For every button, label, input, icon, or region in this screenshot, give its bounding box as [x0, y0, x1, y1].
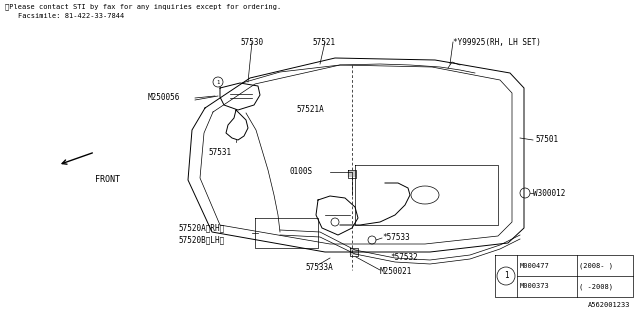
- Text: 0100S: 0100S: [290, 167, 313, 177]
- Text: 1: 1: [504, 271, 508, 281]
- Text: ( -2008): ( -2008): [579, 283, 613, 290]
- Text: W300012: W300012: [533, 188, 565, 197]
- Text: 57530: 57530: [241, 38, 264, 47]
- Text: 1: 1: [216, 79, 220, 84]
- Text: ※Please contact STI by fax for any inquiries except for ordering.: ※Please contact STI by fax for any inqui…: [5, 3, 281, 10]
- Text: 57531: 57531: [209, 148, 232, 157]
- Text: 57520B〈LH〉: 57520B〈LH〉: [178, 236, 224, 244]
- Text: A562001233: A562001233: [588, 302, 630, 308]
- Text: Facsimile: 81-422-33-7844: Facsimile: 81-422-33-7844: [18, 13, 124, 19]
- Text: *57532: *57532: [390, 253, 418, 262]
- Text: 57501: 57501: [535, 135, 558, 145]
- Text: M250021: M250021: [380, 268, 412, 276]
- Text: M000477: M000477: [520, 262, 550, 268]
- Text: FRONT: FRONT: [95, 175, 120, 184]
- Text: 57521A: 57521A: [296, 106, 324, 115]
- Text: 57520A〈RH〉: 57520A〈RH〉: [178, 223, 224, 233]
- Text: 57533A: 57533A: [305, 263, 333, 273]
- Text: (2008- ): (2008- ): [579, 262, 613, 269]
- Text: M000373: M000373: [520, 284, 550, 290]
- Text: 57521: 57521: [312, 38, 335, 47]
- Text: *Y99925(RH, LH SET): *Y99925(RH, LH SET): [453, 38, 541, 47]
- Text: M250056: M250056: [148, 93, 180, 102]
- Text: *57533: *57533: [382, 234, 410, 243]
